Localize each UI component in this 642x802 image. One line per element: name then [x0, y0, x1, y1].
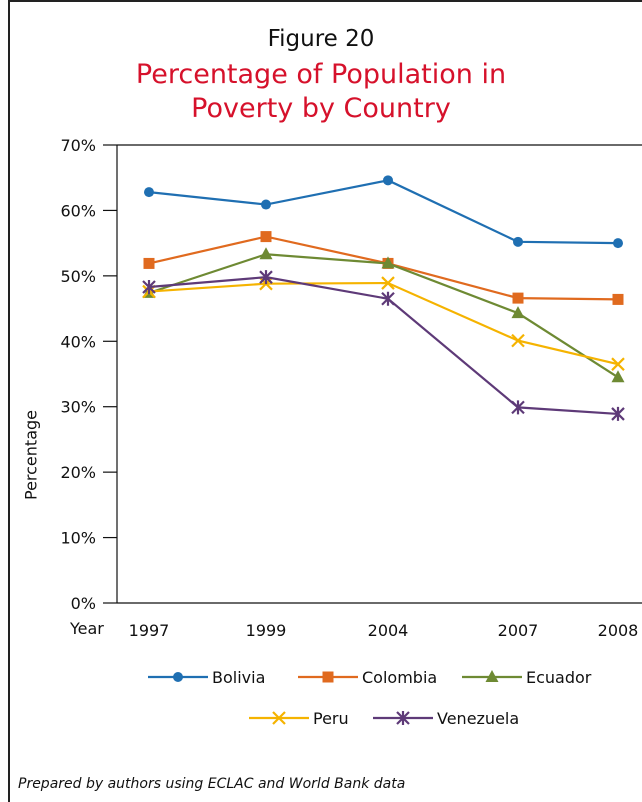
chart-title-line-2: Poverty by Country — [191, 93, 451, 124]
legend-label-ecuador: Ecuador — [526, 668, 592, 687]
legend-marker-bolivia — [173, 672, 183, 682]
data-point-venezuela — [611, 406, 625, 421]
data-point-bolivia — [261, 199, 271, 210]
legend-marker-colombia — [322, 671, 334, 683]
data-point-bolivia — [383, 175, 393, 186]
data-point-colombia — [143, 257, 155, 269]
legend-label-colombia: Colombia — [362, 668, 437, 687]
series-line-bolivia — [148, 179, 619, 245]
x-tick-label: 2007 — [498, 621, 539, 640]
y-tick-label: 0% — [71, 594, 96, 613]
data-point-bolivia — [613, 238, 623, 249]
x-tick-label: 2008 — [598, 621, 639, 640]
data-point-bolivia — [144, 187, 154, 198]
legend-marker-peru — [272, 711, 286, 725]
x-axis-label: Year — [70, 619, 104, 638]
data-point-venezuela — [511, 400, 525, 415]
data-point-colombia — [612, 293, 624, 305]
source-note: Prepared by authors using ECLAC and Worl… — [18, 776, 406, 792]
chart-title-line-1: Percentage of Population in — [135, 59, 507, 90]
y-tick-label: 50% — [60, 267, 96, 286]
figure-frame — [8, 0, 642, 802]
x-tick-label: 2004 — [368, 621, 409, 640]
x-tick-label: 1997 — [129, 621, 170, 640]
data-point-ecuador — [511, 306, 525, 319]
legend-label-venezuela: Venezuela — [437, 709, 519, 728]
data-point-peru — [511, 333, 525, 348]
legend-label-bolivia: Bolivia — [212, 668, 265, 687]
data-point-ecuador — [611, 370, 625, 383]
legend-label-peru: Peru — [313, 709, 349, 728]
data-point-peru — [611, 357, 625, 371]
data-point-venezuela — [381, 291, 395, 306]
data-point-bolivia — [513, 236, 523, 247]
data-point-venezuela — [259, 270, 273, 285]
y-tick-label: 40% — [60, 332, 96, 351]
data-point-colombia — [512, 292, 524, 304]
data-point-colombia — [260, 231, 272, 243]
data-point-peru — [381, 276, 395, 290]
figure-label: Figure 20 — [267, 26, 375, 52]
y-tick-label: 30% — [60, 398, 96, 417]
x-tick-label: 1999 — [246, 621, 287, 640]
legend-marker-venezuela — [396, 711, 410, 725]
data-point-ecuador — [259, 247, 273, 260]
y-tick-label: 20% — [60, 463, 96, 482]
y-tick-label: 70% — [60, 136, 96, 155]
data-point-ecuador — [381, 256, 395, 269]
data-point-venezuela — [142, 279, 156, 294]
legend-marker-ecuador — [485, 670, 499, 682]
y-tick-label: 10% — [60, 529, 96, 548]
series-line-ecuador — [148, 253, 619, 379]
chart-title: Percentage of Population in Poverty by C… — [0, 58, 642, 126]
y-tick-label: 60% — [60, 201, 96, 220]
